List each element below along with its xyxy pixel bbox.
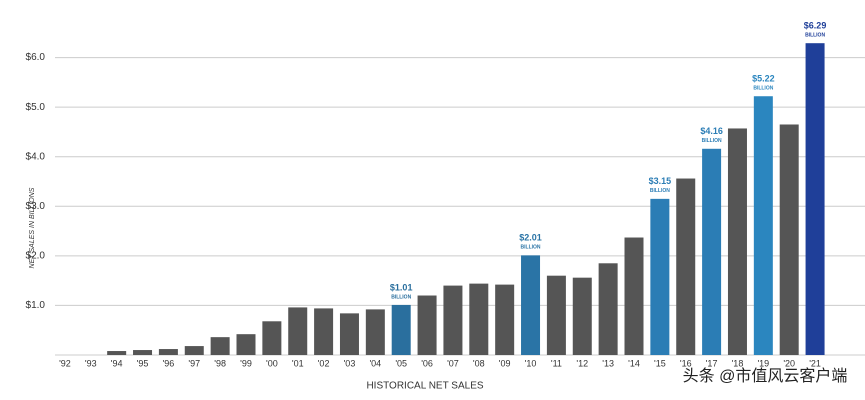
x-tick-label: '17 [706,358,718,368]
x-tick-label: '01 [292,358,304,368]
bar [391,304,411,355]
x-tick-label: '09 [499,358,511,368]
y-tick-label: $6.0 [26,52,46,63]
x-tick-label: '02 [318,358,330,368]
bar [339,313,359,355]
bar [210,337,230,355]
bar [572,277,592,355]
value-label: $3.15 [649,176,672,186]
value-label: $4.16 [700,126,723,136]
x-tick-label: '21 [809,358,821,368]
bar [133,350,153,355]
bar [469,283,489,355]
bar [495,284,515,355]
bar [702,148,722,355]
bar [805,43,825,356]
bar [184,346,204,355]
y-tick-label: $4.0 [26,151,46,162]
x-tick-label: '08 [473,358,485,368]
y-tick-label: $5.0 [26,102,46,113]
bar [779,124,799,355]
x-tick-label: '20 [783,358,795,368]
value-label: $6.29 [804,21,827,31]
watermark: 头条 @市值风云客户端 [683,367,848,385]
value-label: $5.22 [752,74,775,84]
value-label-unit: BILLION [753,86,773,92]
bar [676,178,696,355]
y-tick-label: $2.0 [26,250,46,261]
y-tick-label: $3.0 [26,201,46,212]
x-tick-label: '10 [525,358,537,368]
x-tick-label: '15 [654,358,666,368]
value-label-unit: BILLION [521,245,541,251]
x-tick-label: '05 [395,358,407,368]
x-tick-label: '96 [163,358,175,368]
value-label-unit: BILLION [391,294,411,300]
x-tick-label: '00 [266,358,278,368]
bar [365,309,385,355]
value-label-unit: BILLION [650,188,670,194]
value-label: $2.01 [519,233,542,243]
x-tick-label: '95 [137,358,149,368]
bar [236,334,256,355]
bar [158,349,178,355]
bar [546,275,566,355]
bar [727,128,747,355]
value-label-unit: BILLION [702,138,722,144]
y-tick-label: $1.0 [26,300,46,311]
bar [521,255,541,355]
x-tick-label: '94 [111,358,123,368]
x-tick-label: '19 [757,358,769,368]
bar [417,295,437,355]
bar [753,96,773,355]
bar [598,263,618,355]
bar [314,308,334,355]
x-tick-label: '06 [421,358,433,368]
x-tick-label: '99 [240,358,252,368]
x-tick-label: '92 [59,358,71,368]
value-label-unit: BILLION [805,33,825,39]
bar [624,237,644,355]
x-tick-label: '11 [551,358,562,368]
x-tick-label: '13 [602,358,614,368]
x-tick-label: '93 [85,358,97,368]
x-tick-label: '14 [628,358,640,368]
x-tick-label: '98 [214,358,226,368]
bar [650,198,670,355]
bar [107,351,127,355]
x-tick-label: '04 [369,358,381,368]
bar [443,285,463,355]
x-tick-label: '03 [344,358,356,368]
bar [288,307,308,355]
y-axis-label: NET SALES IN BILLIONS [29,187,36,268]
x-tick-label: '07 [447,358,459,368]
x-tick-label: '12 [576,358,588,368]
x-tick-label: '97 [188,358,200,368]
x-tick-label: '16 [680,358,692,368]
x-tick-label: '18 [732,358,744,368]
value-label: $1.01 [390,282,413,292]
bar [262,321,282,355]
x-axis-label: HISTORICAL NET SALES [366,381,483,392]
